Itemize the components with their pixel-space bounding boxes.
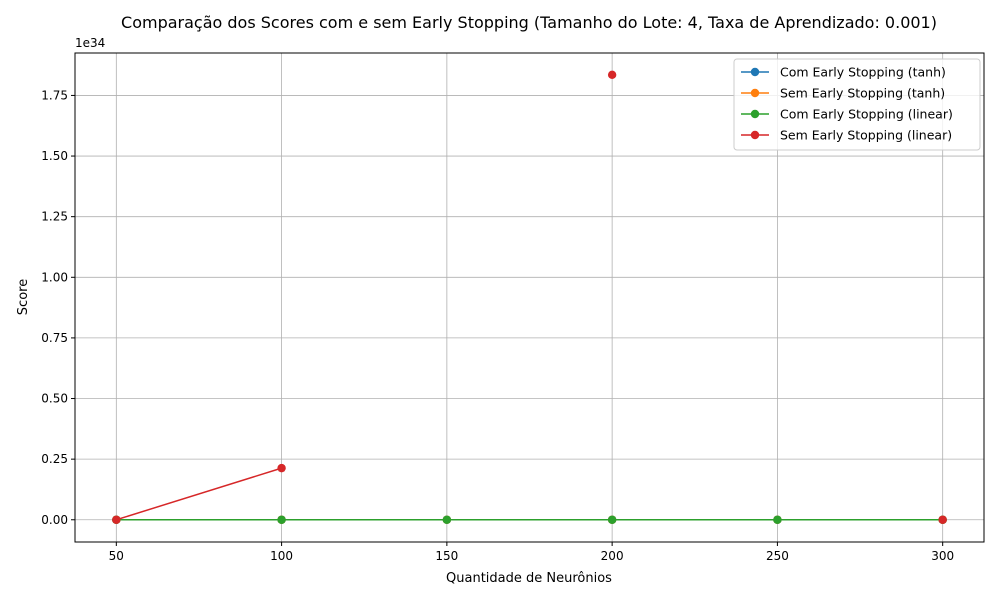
y-tick-label: 0.25 <box>41 452 68 466</box>
x-tick-label: 50 <box>109 549 124 563</box>
data-point <box>442 515 452 524</box>
y-tick-label: 0.00 <box>41 513 68 527</box>
data-point <box>773 515 782 524</box>
data-point <box>938 515 947 524</box>
chart-title: Comparação dos Scores com e sem Early St… <box>121 13 937 32</box>
y-tick-label: 0.75 <box>41 331 68 345</box>
series-3 <box>112 515 947 524</box>
data-point <box>607 515 617 524</box>
series-4 <box>112 70 947 524</box>
x-tick-label: 150 <box>435 549 458 563</box>
legend-label: Sem Early Stopping (tanh) <box>780 86 945 101</box>
data-point <box>607 70 617 80</box>
legend-swatch-marker <box>750 109 760 119</box>
legend-label: Sem Early Stopping (linear) <box>780 128 952 143</box>
legend-swatch-marker <box>750 130 760 140</box>
y-tick-label: 1.50 <box>41 149 68 163</box>
plot-area-frame <box>74 52 985 543</box>
legend-label: Com Early Stopping (tanh) <box>780 65 946 80</box>
data-point <box>277 515 286 524</box>
legend-swatch-marker <box>750 67 760 77</box>
data-point <box>112 515 121 524</box>
legend: Com Early Stopping (tanh) Sem Early Stopp… <box>733 58 981 151</box>
legend-swatch-marker <box>750 88 760 98</box>
x-tick-label: 300 <box>931 549 954 563</box>
series-group <box>112 70 947 524</box>
y-axis-offset-label: 1e34 <box>75 36 105 50</box>
y-tick-label: 1.25 <box>41 210 68 224</box>
x-tick-label: 200 <box>601 549 624 563</box>
legend-label: Com Early Stopping (linear) <box>780 107 953 122</box>
series-line <box>116 467 282 521</box>
data-point <box>277 463 286 473</box>
axes: 50 100 150 200 250 300 0.00 0.25 0.50 0.75 1.00 1.2… <box>41 88 954 563</box>
y-tick-label: 1.00 <box>41 270 68 284</box>
legend-box <box>733 58 981 151</box>
y-tick-label: 0.50 <box>41 392 68 406</box>
y-tick-label: 1.75 <box>41 88 68 102</box>
y-axis-label: Score <box>16 279 31 315</box>
x-tick-label: 100 <box>270 549 293 563</box>
x-tick-label: 250 <box>766 549 789 563</box>
x-axis-label: Quantidade de Neurônios <box>446 571 612 586</box>
